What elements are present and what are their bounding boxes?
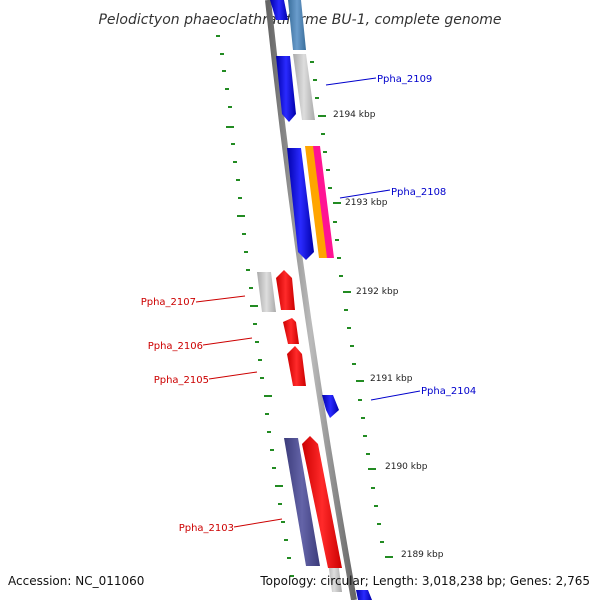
feature-Ppha_2104[interactable]	[322, 395, 339, 418]
leader-line	[325, 77, 377, 86]
feature-Ppha_2106[interactable]	[283, 318, 299, 344]
outer-tick-track	[310, 61, 393, 558]
tick-label: 2193 kbp	[345, 198, 388, 208]
accession-text: Accession: NC_011060	[8, 574, 145, 588]
inner-tick-track	[216, 35, 294, 577]
tick-label: 2194 kbp	[333, 110, 376, 120]
tick-label: 2192 kbp	[356, 287, 399, 297]
leader-line	[202, 337, 253, 346]
gene-label-Ppha_2106[interactable]: Ppha_2106	[148, 341, 203, 352]
tick-label: 2190 kbp	[385, 462, 428, 472]
gene-label-Ppha_2108[interactable]: Ppha_2108	[391, 187, 446, 198]
feature-Ppha_2108[interactable]	[287, 148, 314, 260]
feature-pink-Ppha_2108[interactable]	[313, 146, 334, 258]
leader-line	[233, 518, 283, 528]
tick-label: 2189 kbp	[401, 550, 444, 560]
leader-line	[339, 189, 391, 199]
leader-line	[370, 390, 421, 401]
feature-gray-Ppha_2109[interactable]	[293, 54, 315, 120]
feature-gray-Ppha_2107[interactable]	[257, 272, 276, 312]
feature-steel-blue[interactable]	[288, 0, 306, 50]
gene-label-Ppha_2103[interactable]: Ppha_2103	[179, 523, 234, 534]
feature-Ppha_2107[interactable]	[276, 270, 295, 310]
gene-label-Ppha_2104[interactable]: Ppha_2104	[421, 386, 476, 397]
feature-blue-top[interactable]	[270, 0, 288, 20]
feature-Ppha_2109[interactable]	[276, 56, 296, 122]
gene-label-Ppha_2105[interactable]: Ppha_2105	[154, 375, 209, 386]
tick-label: 2191 kbp	[370, 374, 413, 384]
feature-slate[interactable]	[284, 438, 320, 566]
genome-info-text: Topology: circular; Length: 3,018,238 bp…	[260, 574, 590, 588]
feature-Ppha_2105[interactable]	[287, 346, 306, 386]
genome-backbone	[265, 0, 357, 600]
gene-label-Ppha_2107[interactable]: Ppha_2107	[141, 297, 196, 308]
feature-Ppha_2103[interactable]	[302, 436, 342, 568]
feature-orange-Ppha_2108[interactable]	[305, 146, 328, 258]
gene-label-Ppha_2109[interactable]: Ppha_2109	[377, 74, 432, 85]
leader-line	[208, 371, 258, 380]
feature-blue-bottom[interactable]	[356, 590, 372, 600]
leader-line	[195, 295, 246, 303]
